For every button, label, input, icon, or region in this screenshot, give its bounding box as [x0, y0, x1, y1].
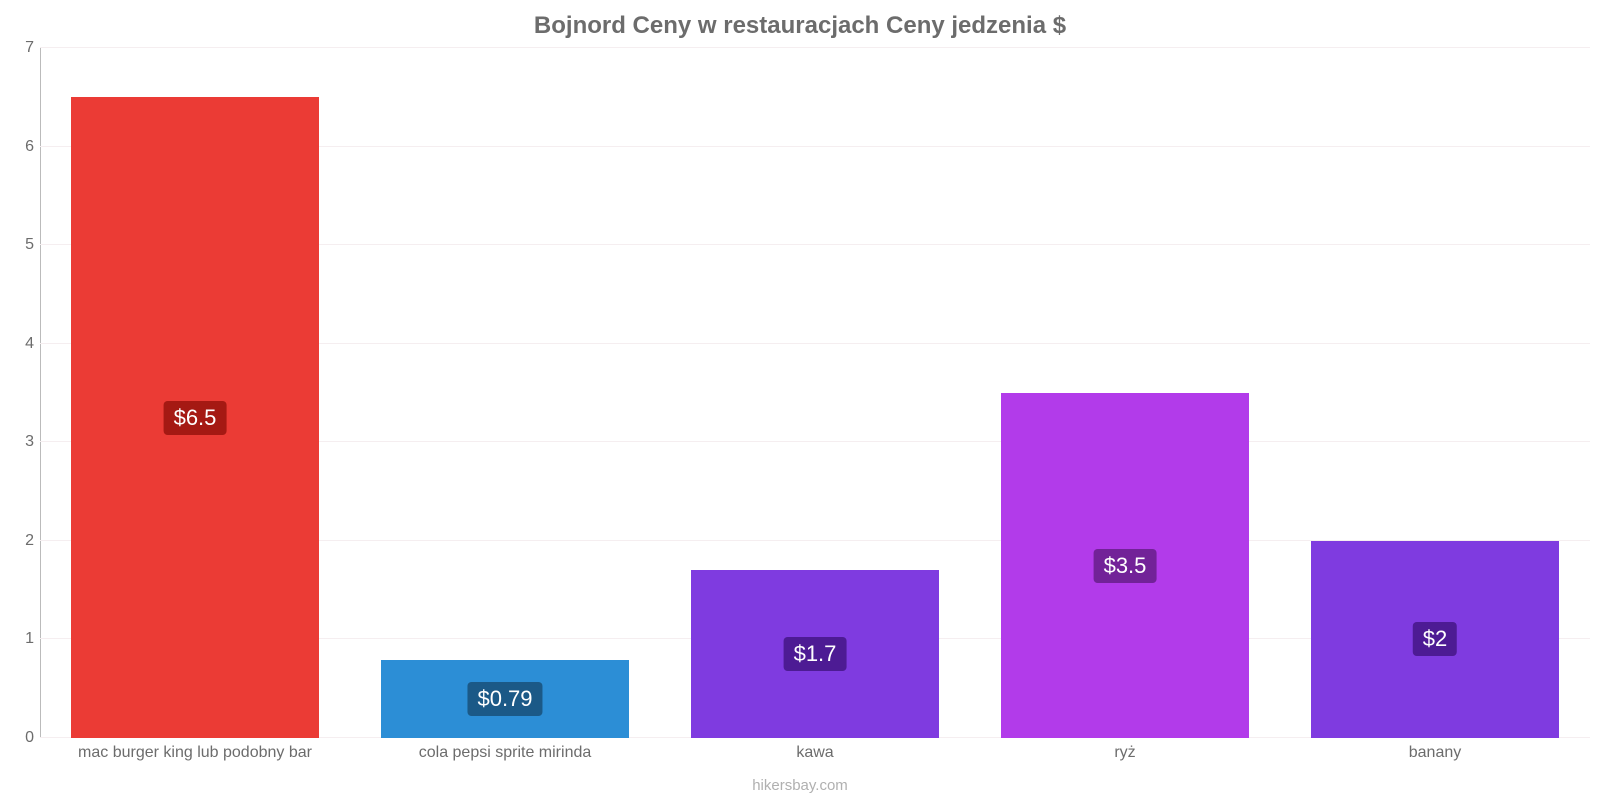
chart-container: Bojnord Ceny w restauracjach Ceny jedzen… — [0, 0, 1600, 800]
x-category-label: ryż — [1114, 744, 1135, 762]
y-tick-label: 4 — [10, 335, 34, 353]
bar-value-label: $6.5 — [164, 401, 227, 435]
x-category-label: banany — [1409, 744, 1462, 762]
y-tick-label: 1 — [10, 630, 34, 648]
plot-area: 01234567$6.5mac burger king lub podobny … — [40, 48, 1590, 738]
x-category-label: mac burger king lub podobny bar — [78, 744, 312, 762]
y-tick-label: 5 — [10, 236, 34, 254]
bar-value-label: $0.79 — [467, 682, 542, 716]
y-axis-line — [40, 48, 41, 738]
y-tick-label: 3 — [10, 433, 34, 451]
bar-value-label: $1.7 — [784, 637, 847, 671]
gridline — [40, 47, 1590, 48]
plot-outer: 01234567$6.5mac burger king lub podobny … — [40, 48, 1590, 738]
y-tick-label: 7 — [10, 39, 34, 57]
chart-title: Bojnord Ceny w restauracjach Ceny jedzen… — [0, 0, 1600, 40]
bar-value-label: $3.5 — [1094, 549, 1157, 583]
bar-value-label: $2 — [1413, 622, 1457, 656]
y-tick-label: 2 — [10, 532, 34, 550]
y-tick-label: 0 — [10, 729, 34, 747]
x-category-label: kawa — [796, 744, 833, 762]
y-tick-label: 6 — [10, 138, 34, 156]
chart-source: hikersbay.com — [0, 777, 1600, 794]
x-category-label: cola pepsi sprite mirinda — [419, 744, 592, 762]
